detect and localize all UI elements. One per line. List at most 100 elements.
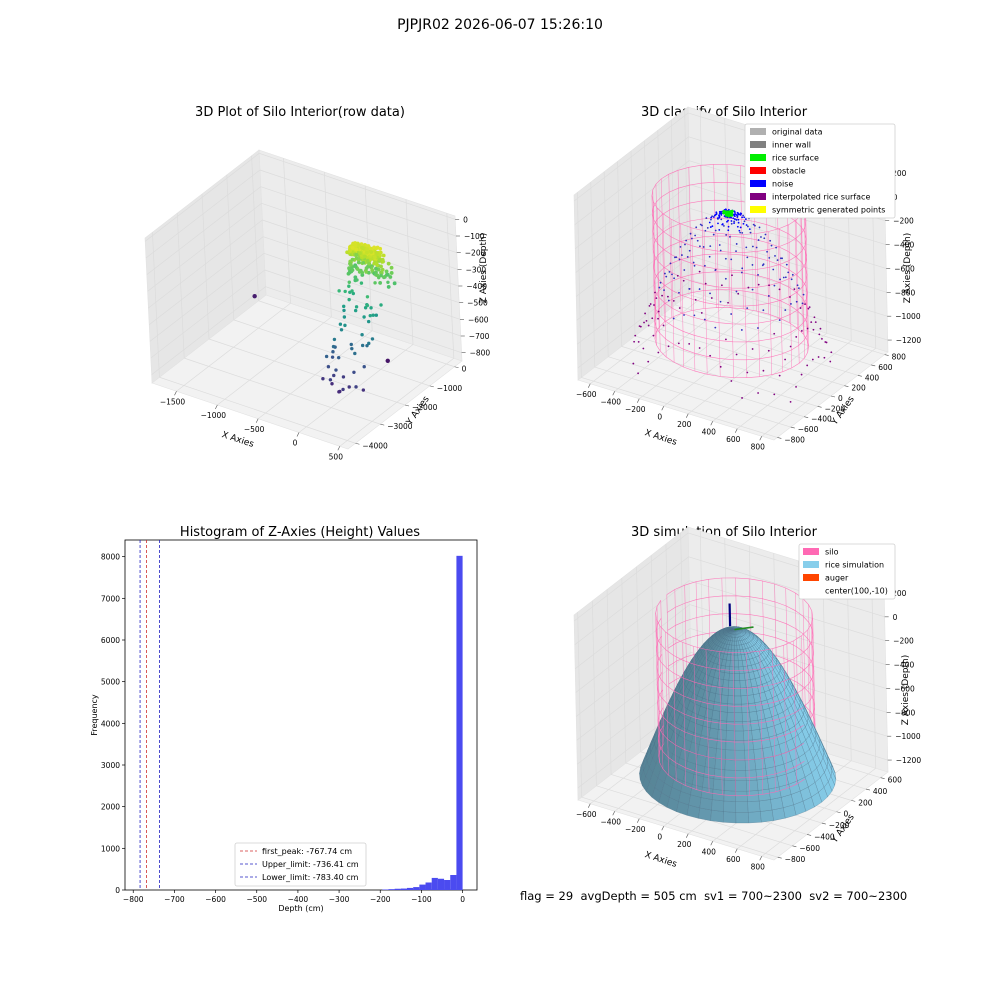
rice-surface-point — [728, 210, 733, 214]
noise-point — [737, 221, 740, 224]
interpolated-point — [693, 314, 696, 317]
interpolated-point — [821, 338, 823, 340]
grid-line — [691, 255, 888, 317]
surface-facet — [711, 709, 721, 721]
interpolated-point — [800, 330, 803, 332]
y-tick-label: 600 — [878, 363, 893, 372]
surface-facet — [734, 703, 743, 713]
grid-line — [446, 213, 455, 359]
noise-point — [733, 213, 736, 216]
noise-point — [742, 222, 745, 225]
x-tick-label: −600 — [576, 390, 597, 399]
data-point — [388, 275, 393, 279]
interpolated-point — [647, 324, 650, 327]
interpolated-point — [637, 341, 640, 343]
y-tick-mark — [404, 404, 410, 407]
data-point — [381, 253, 386, 258]
noise-point — [717, 222, 719, 225]
data-point — [355, 267, 360, 271]
data-point — [374, 266, 378, 271]
interpolated-point — [649, 303, 652, 305]
classify-silo-wireframe — [651, 164, 809, 379]
x-tick-label: −1000 — [201, 411, 227, 420]
interpolated-point — [749, 231, 752, 234]
grid-line — [581, 796, 778, 858]
x-tick-mark — [587, 803, 591, 808]
raw-axis-ticks: −1500 −1000 −500 0 500 0 −1000 −2000 −3000 −4000 0… — [160, 215, 491, 461]
data-point — [331, 344, 336, 349]
interpolated-point — [770, 244, 773, 247]
interpolated-point — [823, 356, 826, 359]
interpolated-point — [730, 258, 733, 261]
legend-label: inner wall — [772, 141, 811, 150]
x-tick-label: −800 — [123, 895, 144, 904]
surface-facet — [727, 703, 735, 713]
grid-line — [689, 580, 886, 642]
noise-point — [735, 219, 738, 221]
interpolated-point — [746, 225, 749, 228]
surface-facet — [713, 768, 726, 781]
grid-line — [871, 583, 877, 769]
silo-strut — [756, 233, 760, 377]
surface-facet — [755, 768, 768, 781]
interpolated-point — [793, 288, 796, 291]
interpolated-point — [767, 349, 770, 352]
interpolated-point — [677, 342, 680, 345]
surface-facet — [724, 759, 736, 771]
data-point — [358, 251, 362, 256]
grid-line — [644, 140, 649, 326]
surface-facet — [754, 758, 766, 770]
noise-point — [715, 213, 718, 216]
silo-strut — [805, 203, 809, 347]
noise-point — [741, 216, 744, 219]
interpolated-point — [644, 312, 646, 315]
grid-line — [846, 575, 852, 761]
noise-point — [718, 212, 721, 215]
classify-axis-ticks: −600−400−20002004006008008006004002000−2… — [576, 169, 921, 451]
interpolated-point — [637, 372, 639, 375]
interpolated-point — [797, 287, 800, 290]
grid-line — [148, 236, 264, 325]
interpolated-point — [694, 298, 697, 301]
surface-facet — [746, 790, 760, 802]
interpolated-point — [702, 246, 705, 248]
interpolated-point — [669, 262, 672, 265]
legend-swatch — [803, 548, 819, 555]
interpolated-point — [676, 274, 679, 277]
surface-facet — [723, 790, 736, 802]
grid-line — [574, 136, 689, 226]
y-tick-mark — [857, 375, 862, 377]
silo-strut — [705, 649, 710, 793]
interpolated-point — [817, 356, 820, 358]
interpolated-point — [760, 236, 762, 238]
interpolated-point — [767, 295, 770, 297]
interpolated-point — [643, 321, 645, 324]
grid-line — [146, 186, 261, 275]
data-point — [350, 246, 355, 250]
x-tick-label: 200 — [677, 420, 692, 429]
surface-facet — [734, 750, 746, 761]
silo-strut — [656, 606, 661, 750]
histogram-bar — [407, 887, 414, 890]
z-tick-label: −400 — [466, 282, 487, 291]
surface-facet — [714, 758, 726, 770]
interpolated-point — [705, 217, 708, 219]
y-tick-mark — [804, 416, 809, 418]
grid-line — [259, 153, 456, 220]
histogram-bar — [456, 555, 463, 890]
interpolated-point — [729, 235, 731, 238]
data-point — [365, 250, 369, 255]
legend-label: Upper_limit: -736.41 cm — [262, 860, 359, 869]
interpolated-point — [694, 234, 697, 237]
grid-line — [259, 169, 457, 237]
interpolated-point — [757, 239, 760, 241]
noise-point — [712, 216, 715, 218]
grid-line — [577, 675, 692, 765]
interpolated-point — [714, 269, 717, 272]
interpolated-point — [804, 303, 806, 306]
data-point — [341, 387, 345, 392]
y-tick-label: −200 — [829, 821, 850, 830]
data-point — [350, 257, 355, 262]
data-point — [375, 263, 380, 268]
